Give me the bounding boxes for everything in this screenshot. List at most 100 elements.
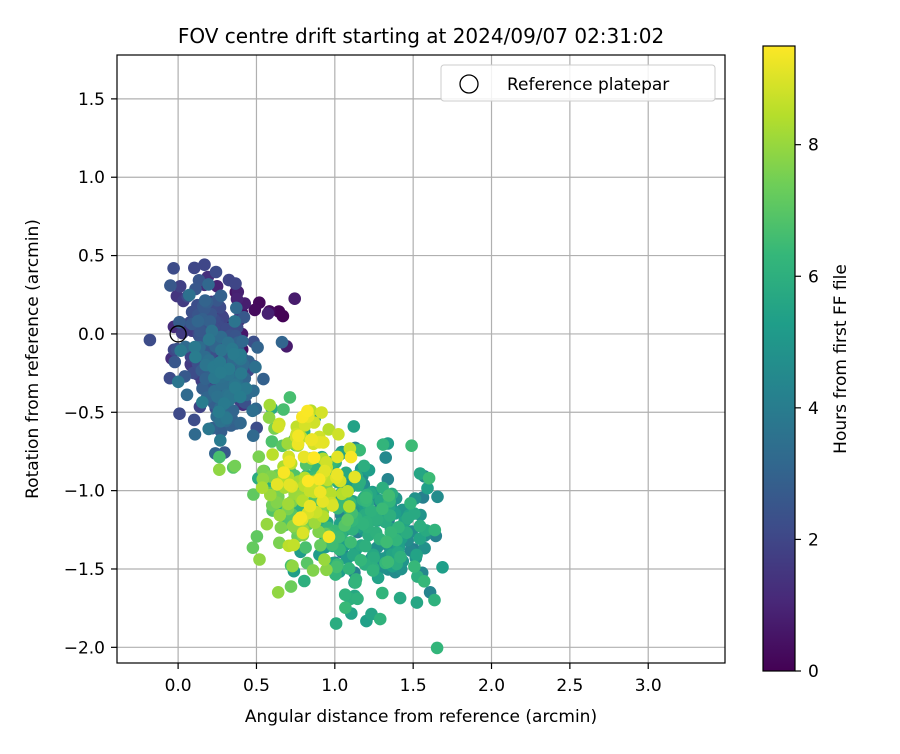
scatter-point bbox=[214, 366, 227, 379]
scatter-point bbox=[234, 416, 247, 430]
scatter-point bbox=[376, 586, 389, 600]
scatter-point bbox=[410, 596, 424, 609]
scatter-point bbox=[198, 258, 211, 272]
scatter-point bbox=[247, 488, 260, 501]
y-tick-label: 1.0 bbox=[78, 168, 105, 188]
scatter-point bbox=[384, 526, 398, 539]
scatter-point bbox=[297, 450, 311, 464]
scatter-point bbox=[249, 360, 262, 374]
scatter-point bbox=[215, 344, 228, 357]
x-tick-label: 0.5 bbox=[243, 676, 270, 696]
scatter-point bbox=[168, 355, 182, 369]
scatter-point bbox=[331, 450, 344, 464]
scatter-point bbox=[229, 277, 242, 290]
scatter-point bbox=[213, 356, 227, 369]
colorbar-label: Hours from first FF file bbox=[831, 264, 851, 454]
scatter-point bbox=[344, 536, 358, 549]
legend-box bbox=[440, 64, 716, 102]
scatter-point bbox=[255, 481, 269, 495]
scatter-point bbox=[428, 593, 441, 607]
scatter-point bbox=[196, 396, 209, 409]
scatter-point bbox=[394, 550, 407, 564]
scatter-point bbox=[234, 367, 248, 380]
scatter-point bbox=[213, 463, 226, 477]
scatter-point bbox=[191, 314, 205, 328]
x-axis-ticks: 0.0 0.5 1.0 1.5 2.0 2.5 3.0 bbox=[165, 663, 662, 696]
scatter-point bbox=[356, 517, 370, 531]
scatter-point bbox=[183, 288, 196, 302]
scatter-point bbox=[260, 517, 274, 531]
reference-platepar-marker bbox=[169, 325, 187, 343]
scatter-point bbox=[246, 404, 259, 418]
scatter-point bbox=[301, 474, 315, 488]
scatter-point bbox=[294, 511, 308, 524]
scatter-point bbox=[349, 576, 362, 589]
scatter-point bbox=[313, 485, 327, 499]
scatter-point bbox=[326, 499, 339, 512]
scatter-point bbox=[339, 601, 352, 614]
y-tick-label: 1.5 bbox=[78, 90, 105, 110]
scatter-point bbox=[189, 350, 202, 364]
scatter-point bbox=[283, 455, 296, 469]
scatter-point bbox=[357, 459, 371, 473]
y-axis-label: Rotation from reference (arcmin) bbox=[23, 219, 43, 499]
scatter-point bbox=[188, 261, 201, 275]
scatter-point bbox=[296, 526, 310, 540]
y-tick-label: −1.0 bbox=[64, 482, 105, 502]
y-tick-label: −1.5 bbox=[64, 560, 105, 580]
scatter-point bbox=[188, 340, 202, 354]
scatter-point bbox=[305, 433, 319, 446]
scatter-point bbox=[298, 574, 311, 588]
scatter-point bbox=[382, 489, 396, 502]
x-tick-label: 0.0 bbox=[165, 676, 192, 696]
scatter-point bbox=[202, 278, 215, 291]
scatter-point bbox=[209, 265, 223, 279]
scatter-point bbox=[380, 535, 393, 549]
scatter-point bbox=[272, 305, 286, 318]
scatter-point bbox=[173, 280, 187, 293]
y-tick-label: 0.5 bbox=[78, 247, 105, 267]
y-tick-label: −2.0 bbox=[64, 638, 105, 658]
scatter-point bbox=[338, 588, 352, 601]
scatter-point bbox=[266, 448, 279, 461]
scatter-point bbox=[212, 405, 226, 419]
colorbar-tick-label: 8 bbox=[808, 136, 819, 156]
scatter-point bbox=[431, 490, 444, 504]
scatter-point bbox=[324, 487, 337, 500]
scatter-point bbox=[274, 521, 288, 534]
x-tick-label: 2.0 bbox=[478, 676, 505, 696]
scatter-point bbox=[252, 450, 266, 464]
scatter-point bbox=[430, 641, 444, 655]
scatter-point bbox=[281, 437, 295, 450]
scatter-point bbox=[404, 497, 417, 510]
scatter-point bbox=[236, 335, 249, 348]
scatter-point bbox=[233, 390, 247, 404]
scatter-point bbox=[318, 553, 331, 566]
scatter-point bbox=[246, 541, 260, 554]
scatter-point bbox=[348, 470, 362, 484]
scatter-point bbox=[341, 485, 354, 498]
legend: Reference platepar bbox=[440, 64, 716, 102]
scatter-point bbox=[376, 438, 390, 451]
colorbar-tick-label: 2 bbox=[808, 530, 819, 550]
x-tick-label: 1.5 bbox=[400, 676, 427, 696]
scatter-point bbox=[347, 420, 361, 433]
scatter-point bbox=[292, 429, 305, 443]
scatter-point bbox=[436, 561, 449, 574]
scatter-point bbox=[306, 564, 320, 577]
scatter-point bbox=[213, 450, 226, 464]
scatter-point bbox=[376, 502, 389, 516]
chart-title: FOV centre drift starting at 2024/09/07 … bbox=[178, 24, 664, 48]
scatter-point bbox=[271, 586, 285, 599]
scatter-point bbox=[263, 398, 277, 412]
scatter-point bbox=[379, 451, 393, 464]
scatter-point bbox=[393, 591, 407, 605]
scatter-point bbox=[364, 504, 378, 518]
scatter-point bbox=[273, 509, 287, 522]
scatter-point bbox=[366, 564, 380, 577]
plot-frame bbox=[116, 54, 726, 664]
scatter-point bbox=[341, 513, 354, 527]
scatter-point bbox=[413, 519, 427, 533]
scatter-point bbox=[250, 530, 264, 543]
